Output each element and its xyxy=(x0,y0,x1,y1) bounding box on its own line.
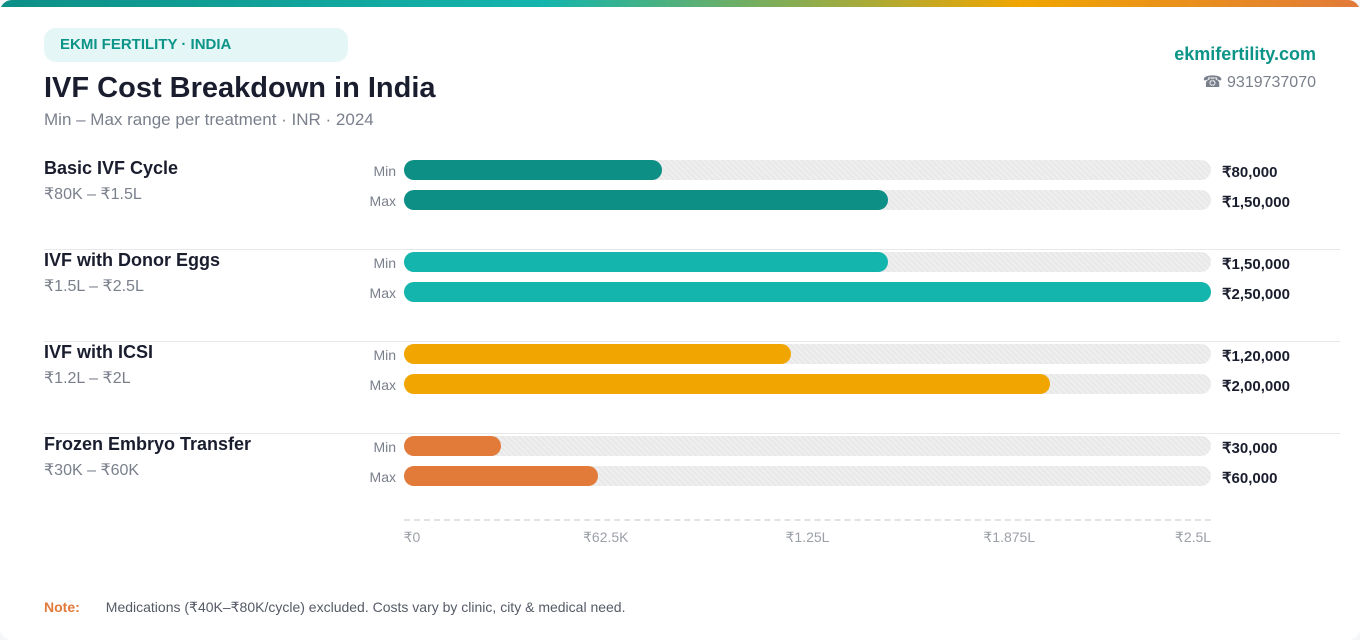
accent-bar xyxy=(0,0,1360,7)
category-group: Basic IVF Cycle ₹80K – ₹1.5L Min ₹80,000 M… xyxy=(44,158,1340,250)
category-name: Frozen Embryo Transfer xyxy=(44,434,252,454)
tick-label: ₹62.5K xyxy=(583,529,629,545)
bar-max xyxy=(404,190,889,210)
bar-max xyxy=(404,466,598,486)
bar-min xyxy=(404,436,501,456)
row-label: Min xyxy=(373,347,396,363)
row-label: Max xyxy=(369,469,396,485)
row-label: Max xyxy=(369,193,396,209)
value-label: ₹1,20,000 xyxy=(1222,348,1290,365)
value-label: ₹1,50,000 xyxy=(1222,194,1290,211)
bar-min xyxy=(404,252,889,272)
x-axis-line xyxy=(404,519,1211,521)
category-range: ₹1.5L – ₹2.5L xyxy=(44,278,144,295)
phone-number: ☎ 9319737070 xyxy=(1202,74,1316,91)
tick-label: ₹1.875L xyxy=(983,529,1036,545)
value-label: ₹80,000 xyxy=(1222,164,1278,181)
bar-min xyxy=(404,344,792,364)
brand-badge: EKMI FERTILITY · INDIA xyxy=(44,28,348,62)
row-label: Max xyxy=(369,285,396,301)
row-label: Min xyxy=(373,163,396,179)
row-label: Max xyxy=(369,377,396,393)
bar-track xyxy=(404,374,1211,394)
category-name: Basic IVF Cycle xyxy=(44,158,179,178)
value-label: ₹60,000 xyxy=(1222,470,1278,487)
category-group: IVF with Donor Eggs ₹1.5L – ₹2.5L Min ₹1,… xyxy=(44,250,1340,342)
tick-label: ₹1.25L xyxy=(785,529,830,545)
category-name: IVF with Donor Eggs xyxy=(44,250,220,270)
row-label: Min xyxy=(373,255,396,271)
category-name: IVF with ICSI xyxy=(44,342,154,362)
note-label: Note: xyxy=(44,599,80,615)
value-label: ₹2,50,000 xyxy=(1222,286,1290,303)
bar-track xyxy=(404,252,1211,272)
value-label: ₹30,000 xyxy=(1222,440,1278,457)
tick-label: ₹2.5L xyxy=(1174,529,1212,545)
bar-track xyxy=(404,436,1211,456)
value-label: ₹1,50,000 xyxy=(1222,256,1290,273)
tick-label: ₹0 xyxy=(403,529,421,545)
category-range: ₹80K – ₹1.5L xyxy=(44,186,142,203)
bar-track xyxy=(404,344,1211,364)
bar-track xyxy=(404,466,1211,486)
subtitle: Min – Max range per treatment · INR · 20… xyxy=(44,110,374,129)
bar-track xyxy=(404,160,1211,180)
bar-max xyxy=(404,374,1050,394)
website-link[interactable]: ekmifertility.com xyxy=(1174,44,1316,64)
category-group: IVF with ICSI ₹1.2L – ₹2L Min ₹1,20,000 Ma… xyxy=(44,342,1340,434)
bar-max xyxy=(404,282,1211,302)
bar-min xyxy=(404,160,663,180)
page-title: IVF Cost Breakdown in India xyxy=(44,72,436,104)
footnote: Note: Medications (₹40K–₹80K/cycle) exclu… xyxy=(44,599,625,616)
bar-track xyxy=(404,190,1211,210)
value-label: ₹2,00,000 xyxy=(1222,378,1290,395)
category-group: Frozen Embryo Transfer ₹30K – ₹60K Min ₹3… xyxy=(44,434,1340,526)
note-text: Medications (₹40K–₹80K/cycle) excluded. … xyxy=(105,599,626,615)
bar-track xyxy=(404,282,1211,302)
row-label: Min xyxy=(373,439,396,455)
category-range: ₹30K – ₹60K xyxy=(44,462,140,479)
category-range: ₹1.2L – ₹2L xyxy=(44,370,131,387)
